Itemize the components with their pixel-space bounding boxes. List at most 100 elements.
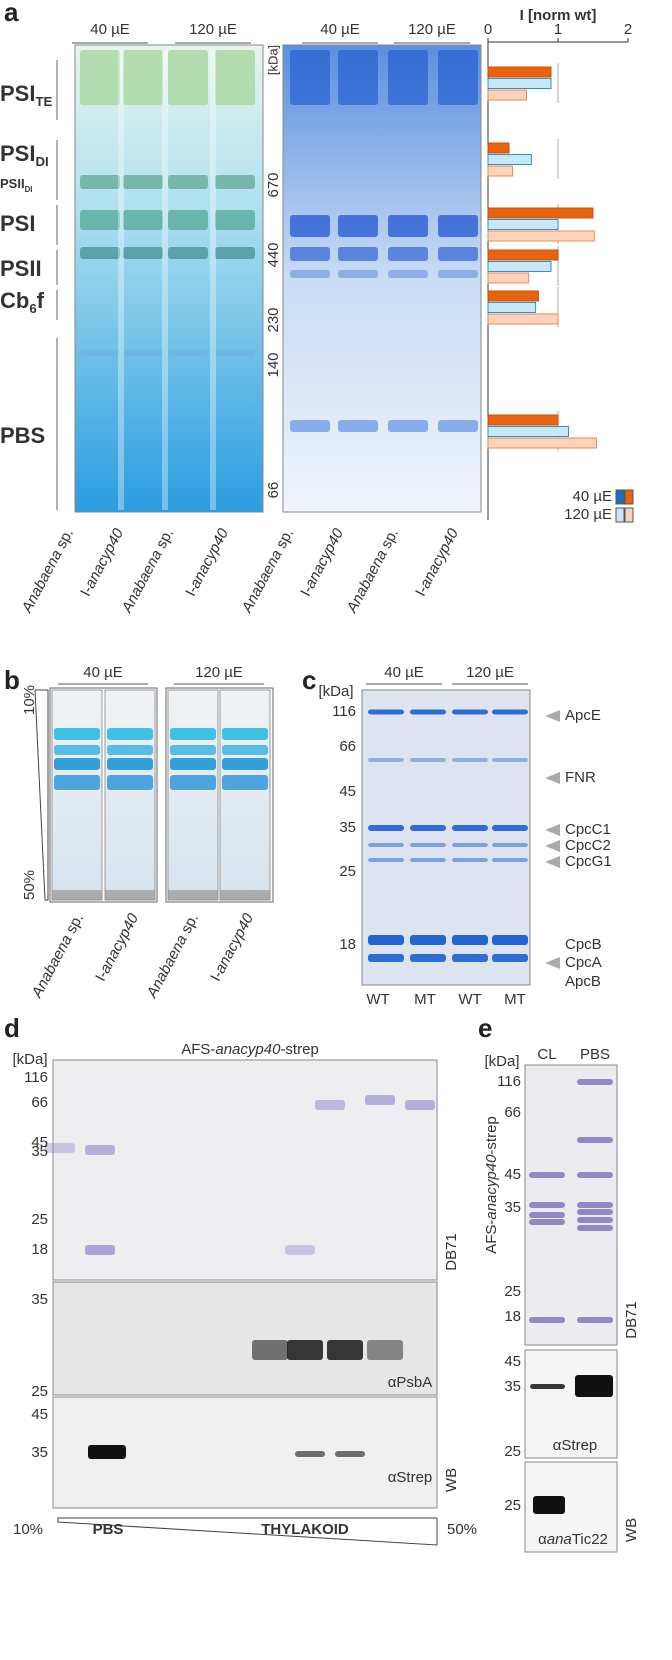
gel (74, 44, 264, 513)
band (410, 935, 446, 945)
complex-label: PSI (0, 211, 35, 236)
band (335, 1451, 365, 1457)
band (492, 954, 528, 962)
band (388, 420, 428, 432)
gradient-wedge (34, 689, 49, 901)
lane-label: CL (537, 1046, 556, 1063)
text-part: PSI (0, 141, 35, 166)
band (577, 1317, 613, 1323)
tube-base (105, 890, 155, 900)
bottom-label: PBS (93, 1521, 124, 1538)
band (327, 1340, 363, 1360)
tube-base (220, 890, 270, 900)
band (215, 247, 255, 259)
protein-label: ApcE (565, 707, 601, 724)
x-tick-label: 0 (484, 21, 492, 38)
tube (104, 689, 156, 901)
band (215, 210, 255, 230)
band (85, 1245, 115, 1255)
band (123, 50, 163, 105)
band (410, 709, 446, 715)
text-part: TE (35, 94, 52, 109)
text-part: DI (35, 154, 48, 169)
band (452, 954, 488, 962)
stain-label: DB71 (623, 1301, 640, 1339)
text-part: ana (547, 1531, 572, 1548)
bar (487, 89, 527, 101)
band (388, 247, 428, 261)
text-part: f (37, 288, 45, 313)
bar (487, 272, 530, 284)
kda-label: [kDa] (265, 45, 280, 75)
bar (487, 290, 539, 302)
band (107, 728, 153, 740)
panel-letter: e (478, 1013, 492, 1043)
group-frame (165, 687, 274, 903)
bar (487, 230, 595, 242)
lane-label: Anabaena sp. (143, 911, 202, 1002)
text-part: Anabaena (143, 932, 191, 1001)
band (290, 420, 330, 432)
bar (487, 426, 569, 437)
band (80, 175, 120, 189)
text-part: PSI (0, 81, 35, 106)
band (405, 1100, 435, 1110)
band (80, 50, 120, 105)
lane-gap (162, 50, 168, 510)
arrow (545, 824, 560, 836)
text-part: Anabaena (18, 547, 66, 616)
band (80, 247, 120, 259)
complex-label: Cb6f (0, 288, 45, 316)
band (123, 175, 163, 189)
marker: 35 (504, 1199, 521, 1216)
band (54, 745, 100, 755)
lane-label: Anabaena sp. (28, 911, 87, 1002)
band (368, 935, 404, 945)
band (215, 175, 255, 189)
band (410, 858, 446, 862)
text-part: anacyp40 (416, 525, 462, 591)
text-part: Anabaena (343, 547, 391, 616)
text-part: Tic22 (572, 1531, 608, 1548)
band (530, 1384, 565, 1389)
lane-label: I-anacyp40 (182, 525, 232, 599)
band (438, 420, 478, 432)
text-part: anacyp40 (211, 910, 257, 976)
antibody-label: αStrep (388, 1469, 433, 1486)
band (438, 50, 478, 105)
lane-label: Anabaena sp. (343, 526, 402, 617)
wb-label: WB (623, 1518, 640, 1542)
band (368, 825, 404, 831)
bar (487, 207, 594, 219)
band (222, 775, 268, 790)
marker: 45 (31, 1406, 48, 1423)
text-part: anacyp40 (301, 525, 347, 591)
lane-label: I-anacyp40 (207, 910, 257, 984)
band (492, 709, 528, 715)
protein-label: CpcG1 (565, 853, 612, 870)
band (368, 758, 404, 762)
text-part: anacyp40 (186, 525, 232, 591)
bar (487, 249, 559, 261)
protein-label: CpcC1 (565, 821, 611, 838)
group-frame (49, 687, 158, 903)
band (295, 1451, 325, 1457)
band (45, 1143, 75, 1153)
complex-label: PSITE (0, 81, 53, 109)
band (452, 709, 488, 715)
bar (487, 66, 552, 78)
band (290, 270, 330, 278)
band (368, 709, 404, 715)
text-part: -strep (483, 1116, 500, 1154)
arrow (545, 840, 560, 852)
band (287, 1340, 323, 1360)
band (492, 858, 528, 862)
x-tick-label: 1 (554, 21, 562, 38)
band (252, 1340, 288, 1360)
lane-label: Anabaena sp. (18, 526, 77, 617)
lane-label: MT (504, 991, 526, 1008)
complex-label: PSIIDI (0, 176, 32, 193)
marker: 45 (504, 1353, 521, 1370)
band (492, 935, 528, 945)
